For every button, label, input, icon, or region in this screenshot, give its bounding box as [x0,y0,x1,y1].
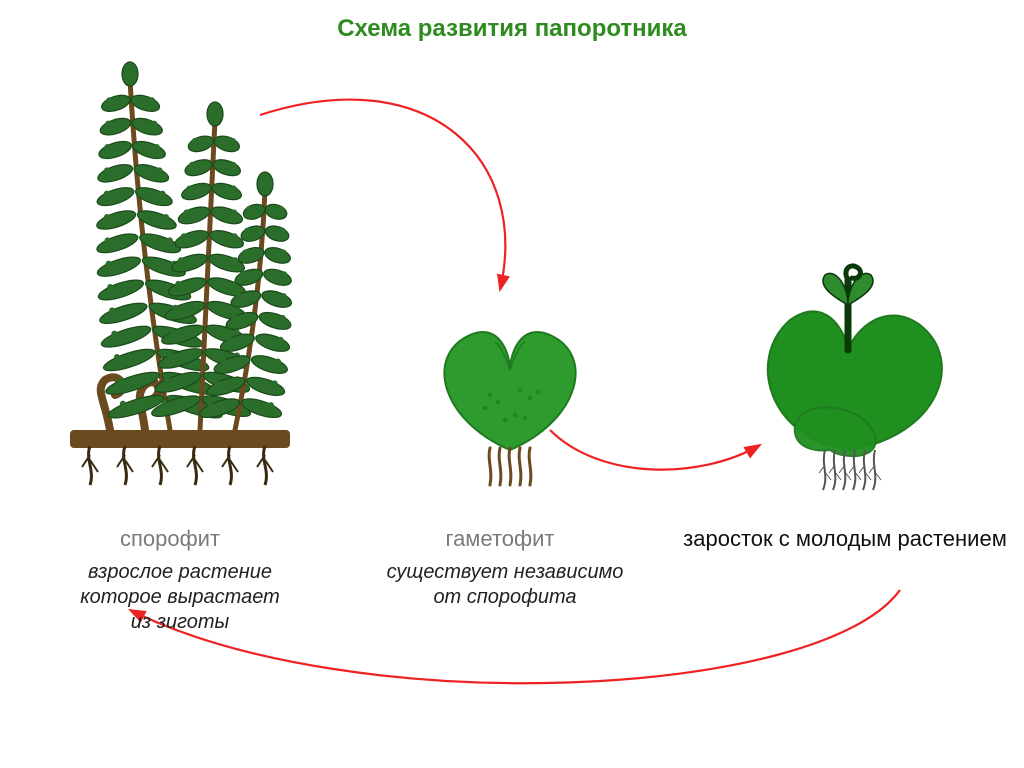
gametophyte-name-label: гаметофит [400,525,600,553]
sporophyte-svg [50,60,310,490]
diagram-canvas: { "title": { "text": "Схема развития пап… [0,0,1024,768]
young-plant-name-label: заросток с молодым растением [670,525,1020,553]
gametophyte-illustration [420,300,600,490]
diagram-title: Схема развития папоротника [0,15,1024,43]
gametophyte-desc-label: существует независимо от спорофита [340,560,670,610]
sporophyte-desc-label: взрослое растение которое вырастает из з… [30,560,330,635]
young-plant-svg [730,250,960,500]
young-plant-illustration [730,250,960,500]
sporophyte-illustration [50,60,310,490]
gametophyte-svg [420,300,600,490]
sporophyte-name-label: спорофит [60,525,280,553]
